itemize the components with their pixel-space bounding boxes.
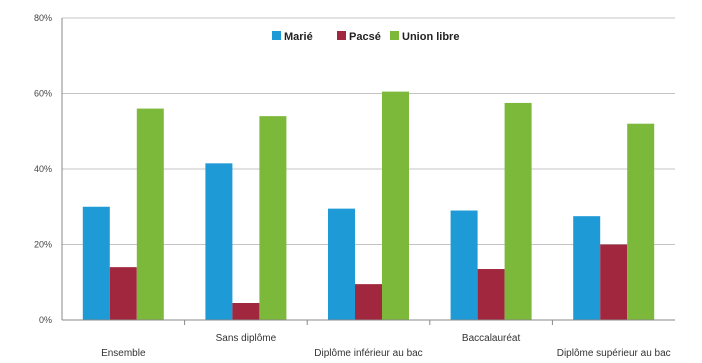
bar-union-libre-2 bbox=[382, 92, 409, 320]
x-category-label: Diplôme supérieur au bac bbox=[557, 348, 671, 359]
bars bbox=[83, 92, 654, 320]
bar-mari--3 bbox=[451, 211, 478, 320]
y-tick-label: 0% bbox=[39, 315, 52, 325]
y-axis: 0% 20% 40% 60% 80% bbox=[34, 13, 62, 325]
legend-label: Pacsé bbox=[349, 31, 381, 43]
bar-mari--4 bbox=[573, 216, 600, 320]
bar-pacs--2 bbox=[355, 284, 382, 320]
bar-pacs--0 bbox=[110, 267, 137, 320]
bar-union-libre-1 bbox=[259, 116, 286, 320]
bar-mari--0 bbox=[83, 207, 110, 320]
y-tick-label: 80% bbox=[34, 13, 52, 23]
legend-swatch bbox=[390, 31, 399, 40]
x-category-label: Diplôme inférieur au bac bbox=[314, 348, 422, 359]
bar-pacs--1 bbox=[232, 303, 259, 320]
x-category-label: Sans diplôme bbox=[216, 333, 277, 344]
x-axis: Ensemble Sans diplôme Diplôme inférieur au… bbox=[62, 320, 675, 359]
bar-union-libre-4 bbox=[627, 124, 654, 320]
legend-swatch bbox=[337, 31, 346, 40]
bar-mari--2 bbox=[328, 209, 355, 320]
x-category-label: Baccalauréat bbox=[462, 333, 521, 344]
legend-swatch bbox=[272, 31, 281, 40]
bar-union-libre-0 bbox=[137, 109, 164, 320]
legend-label: Union libre bbox=[402, 31, 459, 43]
legend: Marié Pacsé Union libre bbox=[272, 31, 459, 43]
x-category-label: Ensemble bbox=[101, 348, 146, 359]
bar-pacs--3 bbox=[478, 269, 505, 320]
y-tick-label: 60% bbox=[34, 89, 52, 99]
y-tick-label: 40% bbox=[34, 164, 52, 174]
bar-mari--1 bbox=[205, 163, 232, 320]
bar-pacs--4 bbox=[600, 245, 627, 321]
bar-union-libre-3 bbox=[505, 103, 532, 320]
legend-label: Marié bbox=[284, 31, 313, 43]
y-tick-label: 20% bbox=[34, 240, 52, 250]
